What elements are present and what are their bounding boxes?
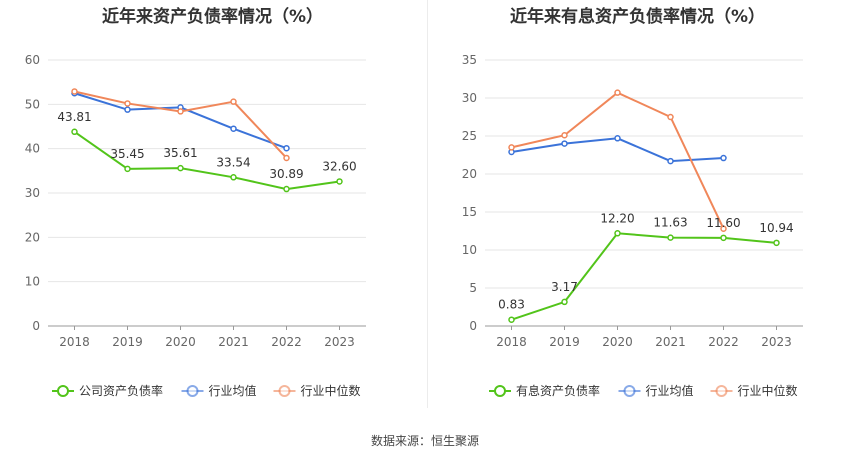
y-tick-label: 0 <box>32 319 40 333</box>
data-point <box>71 88 78 95</box>
data-label: 32.60 <box>322 159 356 173</box>
x-tick-label: 2022 <box>708 335 739 349</box>
x-tick-label: 2021 <box>218 335 249 349</box>
legend-marker-dot <box>494 385 506 397</box>
data-point <box>336 178 343 185</box>
data-label: 33.54 <box>216 155 250 169</box>
data-label: 12.20 <box>600 211 634 225</box>
data-point <box>720 154 727 162</box>
chart-title-debt-ratio: 近年来资产负债率情况（%） <box>101 7 324 27</box>
data-point <box>283 144 290 152</box>
series-line-1 <box>74 92 287 150</box>
y-tick-label: 40 <box>25 142 40 156</box>
legend-marker-dot <box>57 385 69 397</box>
data-label: 10.94 <box>759 221 793 235</box>
data-point <box>773 239 780 247</box>
chart-interest-debt-ratio-svg: 0 5 10 15 20 25 30 35 2018 2019 2020 2021 2022 2023 0.… <box>462 53 803 398</box>
chart-title-interest-debt-ratio: 近年来有息资产负债率情况（%） <box>509 7 766 27</box>
legend-marker-dot <box>186 385 199 397</box>
data-point <box>71 128 78 136</box>
series-line-0 <box>511 232 777 321</box>
x-tick-label: 2019 <box>549 335 580 349</box>
data-point <box>667 113 674 121</box>
y-tick-label: 35 <box>462 53 477 67</box>
data-point <box>283 185 290 193</box>
data-label: 11.60 <box>706 216 740 230</box>
y-tick-label: 0 <box>469 319 477 333</box>
data-point <box>230 174 237 181</box>
series-line-0 <box>73 130 340 191</box>
chart-debt-ratio: 0 10 20 30 40 50 60 2018 2019 2020 2021 2022 2023 43.… <box>0 0 425 420</box>
data-point <box>177 108 184 115</box>
x-tick-label: 2018 <box>496 335 527 349</box>
legend-label: 行业均值 <box>209 383 257 398</box>
y-tick-label: 60 <box>25 53 40 67</box>
data-point <box>720 234 727 242</box>
data-point <box>561 131 568 139</box>
legend-marker-dot <box>715 385 728 397</box>
y-tick-label: 20 <box>25 230 40 244</box>
data-point <box>124 106 131 113</box>
y-tick-label: 30 <box>462 91 477 105</box>
chart-interest-debt-ratio: 0 5 10 15 20 25 30 35 2018 2019 2020 2021 2022 2023 0.… <box>425 0 850 420</box>
legend-marker-dot <box>278 385 291 397</box>
x-tick-label: 2023 <box>324 335 355 349</box>
x-tick-label: 2021 <box>655 335 686 349</box>
data-point <box>614 135 621 142</box>
x-tick-label: 2023 <box>761 335 792 349</box>
legend-label: 行业中位数 <box>738 383 798 398</box>
series-line-1 <box>511 137 724 163</box>
panel-divider <box>427 0 428 408</box>
data-point <box>614 89 621 96</box>
data-point <box>283 154 290 162</box>
legend-label: 公司资产负债率 <box>79 383 163 398</box>
data-point <box>667 234 674 241</box>
x-tick-label: 2019 <box>112 335 143 349</box>
data-point <box>720 225 727 232</box>
y-tick-label: 15 <box>462 205 477 219</box>
legend-label: 行业均值 <box>646 383 694 398</box>
data-point <box>124 100 131 107</box>
data-label: 30.89 <box>269 167 303 181</box>
data-point <box>614 230 621 237</box>
y-tick-label: 30 <box>25 186 40 200</box>
x-tick-label: 2018 <box>59 335 90 349</box>
legend-marker-dot <box>623 385 636 397</box>
legend-label: 行业中位数 <box>301 383 361 398</box>
y-tick-label: 25 <box>462 129 477 143</box>
data-label: 43.81 <box>57 110 91 124</box>
data-label: 3.17 <box>551 280 578 294</box>
data-point <box>177 164 184 172</box>
data-point <box>230 125 237 132</box>
y-tick-label: 20 <box>462 167 477 181</box>
y-tick-label: 10 <box>25 275 40 289</box>
data-point <box>508 316 515 323</box>
x-tick-label: 2020 <box>602 335 633 349</box>
chart-debt-ratio-svg: 0 10 20 30 40 50 60 2018 2019 2020 2021 2022 2023 43.… <box>25 53 366 398</box>
data-source-note: 数据来源：恒生聚源 <box>370 434 479 448</box>
x-tick-label: 2020 <box>165 335 196 349</box>
data-label: 0.83 <box>498 298 525 312</box>
y-tick-label: 50 <box>25 97 40 111</box>
data-point <box>508 144 515 151</box>
data-label: 35.45 <box>110 147 144 161</box>
y-tick-label: 5 <box>469 281 477 295</box>
data-point <box>561 298 568 306</box>
x-tick-label: 2022 <box>271 335 302 349</box>
data-label: 35.61 <box>163 146 197 160</box>
data-label: 11.63 <box>653 216 687 230</box>
legend-label: 有息资产负债率 <box>516 383 600 398</box>
data-point <box>230 98 237 105</box>
y-tick-label: 10 <box>462 243 477 257</box>
data-point <box>561 140 568 147</box>
data-point <box>667 157 674 165</box>
data-point <box>124 165 131 173</box>
series-line-2 <box>511 91 725 230</box>
